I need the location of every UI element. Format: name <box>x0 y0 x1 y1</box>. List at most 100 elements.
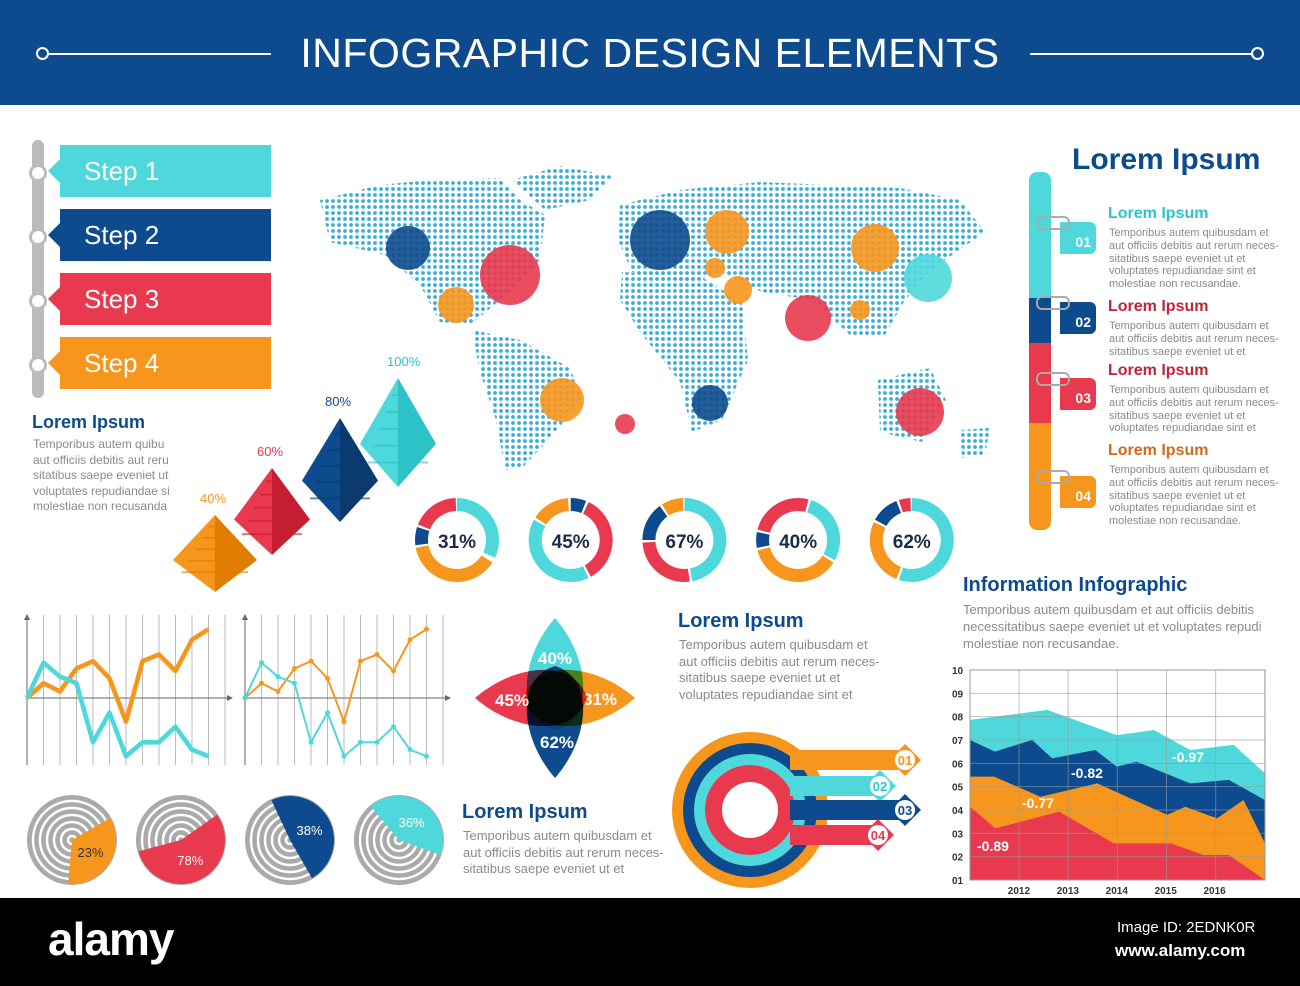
y-tick-label: 06 <box>952 759 964 770</box>
step-connector-knob <box>29 356 47 374</box>
x-tick-label: 2013 <box>1057 886 1080 897</box>
pyramid-left-face <box>360 378 398 487</box>
donut-segment <box>642 541 690 582</box>
line-point <box>424 753 429 759</box>
step-4-button[interactable]: Step 4 <box>48 337 271 389</box>
timeline-item-title: Lorem Ipsum <box>1108 362 1209 379</box>
pyramid-right-face <box>398 378 436 487</box>
x-axis-arrow <box>227 695 233 701</box>
steps-rail <box>32 140 44 398</box>
pyramid-label: 100% <box>387 354 421 369</box>
body-line: Temporibus autem quibusdam et <box>1109 384 1269 396</box>
bottom-heading: Lorem Ipsum <box>462 801 588 823</box>
line-point <box>407 747 413 753</box>
y-tick-label: 10 <box>952 666 964 677</box>
body-line: voluptates repudiandae sint et <box>679 686 853 702</box>
line-point <box>275 674 281 680</box>
ring-clip-icon <box>1036 216 1070 230</box>
map-marker-circle <box>851 224 899 272</box>
bottom-body-text: Temporibus autem quibusdam et aut officii… <box>463 828 664 878</box>
radial-pie-label: 78% <box>177 853 203 868</box>
line-point <box>292 665 297 671</box>
info-body-text: Temporibus autem quibusdam et aut offici… <box>963 601 1261 652</box>
diamond-inner <box>870 776 890 796</box>
body-line: molestiae non recusandae. <box>1109 515 1242 528</box>
donut-label: 62% <box>893 532 931 553</box>
target-label-01: 01 <box>898 753 912 768</box>
left-heading: Lorem Ipsum <box>32 412 146 432</box>
ring-clip-icon <box>1036 296 1070 310</box>
donut-segment <box>417 498 457 530</box>
radial-pie-slice <box>271 795 335 879</box>
step-3-button[interactable]: Step 3 <box>48 273 271 325</box>
map-marker-circle <box>630 210 690 270</box>
donut-segment <box>642 506 668 540</box>
pyramid-left-face <box>302 418 340 522</box>
y-tick-label: 07 <box>952 736 964 747</box>
pyramid-chart: 40% 60% 80% 100% <box>173 354 436 592</box>
body-line: aut officiis debitis aut rerum neces- <box>1109 239 1279 252</box>
line-point <box>358 658 363 664</box>
area-label: -0.89 <box>977 838 1009 854</box>
body-line: voluptates repudiandae sint et <box>1109 265 1256 278</box>
map-marker-circle <box>896 388 944 436</box>
y-tick-label: 05 <box>952 783 964 794</box>
map-marker-circle <box>692 385 728 421</box>
body-line: sitatibus saepe eveniet ut et <box>1109 252 1246 265</box>
line-point <box>259 660 264 666</box>
line-point <box>341 719 347 725</box>
mid-body-text: Temporibus autem quibusdam et aut officii… <box>679 637 880 703</box>
body-line: voluptates repudiandae sint et <box>1109 502 1256 515</box>
body-line: aut officiis debitis aut rerum neces- <box>1109 332 1279 345</box>
body-line: voluptates repudiandae si <box>33 483 170 498</box>
line-point <box>259 680 264 686</box>
line-end-dot <box>36 47 49 60</box>
area-label: -0.82 <box>1071 765 1103 781</box>
target-bar <box>790 750 905 770</box>
map-south-america <box>472 330 582 470</box>
body-line: Temporibus autem quibusdam et <box>1109 464 1269 476</box>
donut-segment <box>684 498 727 582</box>
pyramid-right-face <box>340 418 378 522</box>
flower-label: 45% <box>495 691 529 710</box>
diamond-inner <box>868 825 888 845</box>
donut-segment <box>874 500 902 527</box>
target-label-03: 03 <box>898 803 912 818</box>
target-label-02: 02 <box>873 779 887 794</box>
donut-segment <box>583 501 613 577</box>
header-decor-line <box>1030 53 1252 55</box>
target-label-04: 04 <box>871 828 886 843</box>
body-line: aut officiis debitis aut reru <box>33 452 169 467</box>
body-line: sitatibus saepe eveniet ut et <box>679 670 841 685</box>
radial-pie-slice <box>370 796 443 856</box>
y-tick-label: 02 <box>952 853 964 864</box>
x-axis-arrow <box>445 695 451 701</box>
x-tick-label: 2015 <box>1155 886 1178 897</box>
y-tick-label: 09 <box>952 689 964 700</box>
footer-url[interactable]: www.alamy.com <box>1115 941 1246 960</box>
donut-segment <box>414 527 430 546</box>
pyramid-label: 40% <box>200 491 226 506</box>
y-tick-label: 08 <box>952 713 964 724</box>
ring-clip-icon <box>1036 470 1070 484</box>
x-tick-label: 2016 <box>1203 886 1226 897</box>
donut-segment <box>807 500 841 561</box>
flower-label: 62% <box>540 733 574 752</box>
timeline-segment <box>1029 423 1051 530</box>
line-point <box>391 724 396 730</box>
header-decor-line <box>49 53 271 55</box>
timeline-item-body: Temporibus autem quibusdam et aut officii… <box>1109 320 1279 358</box>
body-line: aut officiis debitis aut rerum neces- <box>1109 396 1279 409</box>
timeline-item-body: Temporibus autem quibusdam et aut officii… <box>1109 384 1279 435</box>
line-point <box>358 739 363 745</box>
step-2-button[interactable]: Step 2 <box>48 209 271 261</box>
body-line: Temporibus autem quibusdam et <box>679 637 868 652</box>
body-line: Temporibus autem quibusdam et <box>1109 227 1269 239</box>
step-1-button[interactable]: Step 1 <box>48 145 271 197</box>
step-connector-knob <box>29 228 47 246</box>
donut-segment <box>457 498 500 558</box>
line-point <box>341 753 347 759</box>
map-greenland <box>512 166 612 210</box>
line-series-cyan <box>244 661 427 758</box>
line-point <box>407 637 413 643</box>
